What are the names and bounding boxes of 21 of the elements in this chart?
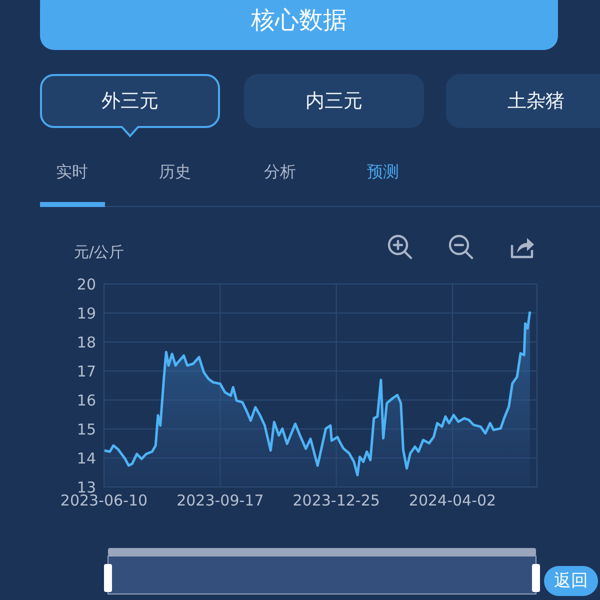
- x-tick-label: 2023-09-17: [176, 492, 264, 510]
- y-tick-label: 20: [76, 275, 96, 294]
- y-tick-label: 19: [76, 304, 96, 322]
- y-tick-label: 15: [76, 420, 96, 438]
- text: 返回: [544, 566, 598, 596]
- x-tick-label: 2024-04-02: [408, 492, 496, 510]
- x-tick-label: 2023-06-10: [60, 492, 148, 510]
- text: 外三元: [100, 89, 160, 114]
- text: 预测: [366, 162, 400, 183]
- x-tick-label: 2023-12-25: [292, 492, 380, 510]
- text: 土杂猪: [506, 89, 566, 114]
- text: 分析: [263, 162, 297, 183]
- text: 内三元: [304, 89, 364, 114]
- y-tick-label: 17: [76, 362, 96, 380]
- y-tick-label: 18: [76, 333, 96, 352]
- text: 历史: [158, 162, 192, 183]
- text: 实时: [55, 162, 89, 183]
- y-axis-title: 元/公斤: [74, 243, 124, 262]
- y-tick-label: 14: [76, 449, 96, 468]
- y-tick-label: 16: [76, 391, 96, 410]
- chart-title: 核心数据: [250, 5, 348, 36]
